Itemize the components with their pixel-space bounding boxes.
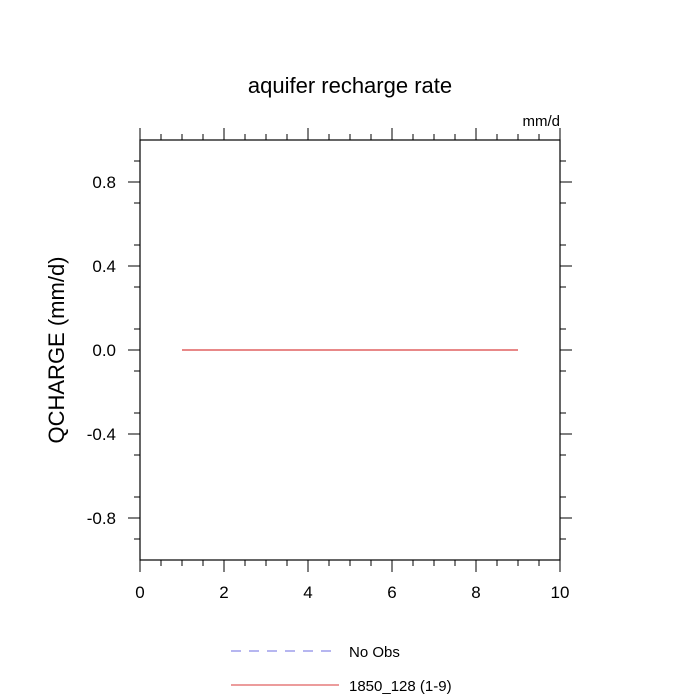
- axis-ticks: [128, 128, 572, 572]
- y-tick-label: 0.0: [92, 341, 116, 360]
- legend: No Obs 1850_128 (1-9): [231, 644, 452, 695]
- legend-label: 1850_128 (1-9): [349, 678, 452, 695]
- y-tick-label: 0.8: [92, 173, 116, 192]
- chart-title: aquifer recharge rate: [248, 73, 452, 98]
- y-tick-label: 0.4: [92, 257, 116, 276]
- x-tick-label: 6: [387, 583, 396, 602]
- y-tick-labels: -0.8 -0.4 0.0 0.4 0.8: [87, 173, 116, 528]
- x-tick-label: 8: [471, 583, 480, 602]
- legend-label: No Obs: [349, 644, 400, 661]
- x-tick-label: 10: [551, 583, 570, 602]
- y-axis-label: QCHARGE (mm/d): [44, 257, 69, 444]
- y-tick-label: -0.4: [87, 425, 116, 444]
- x-tick-label: 4: [303, 583, 312, 602]
- x-tick-label: 0: [135, 583, 144, 602]
- x-tick-label: 2: [219, 583, 228, 602]
- x-tick-labels: 0 2 4 6 8 10: [135, 583, 569, 602]
- units-label: mm/d: [523, 113, 561, 130]
- y-tick-label: -0.8: [87, 509, 116, 528]
